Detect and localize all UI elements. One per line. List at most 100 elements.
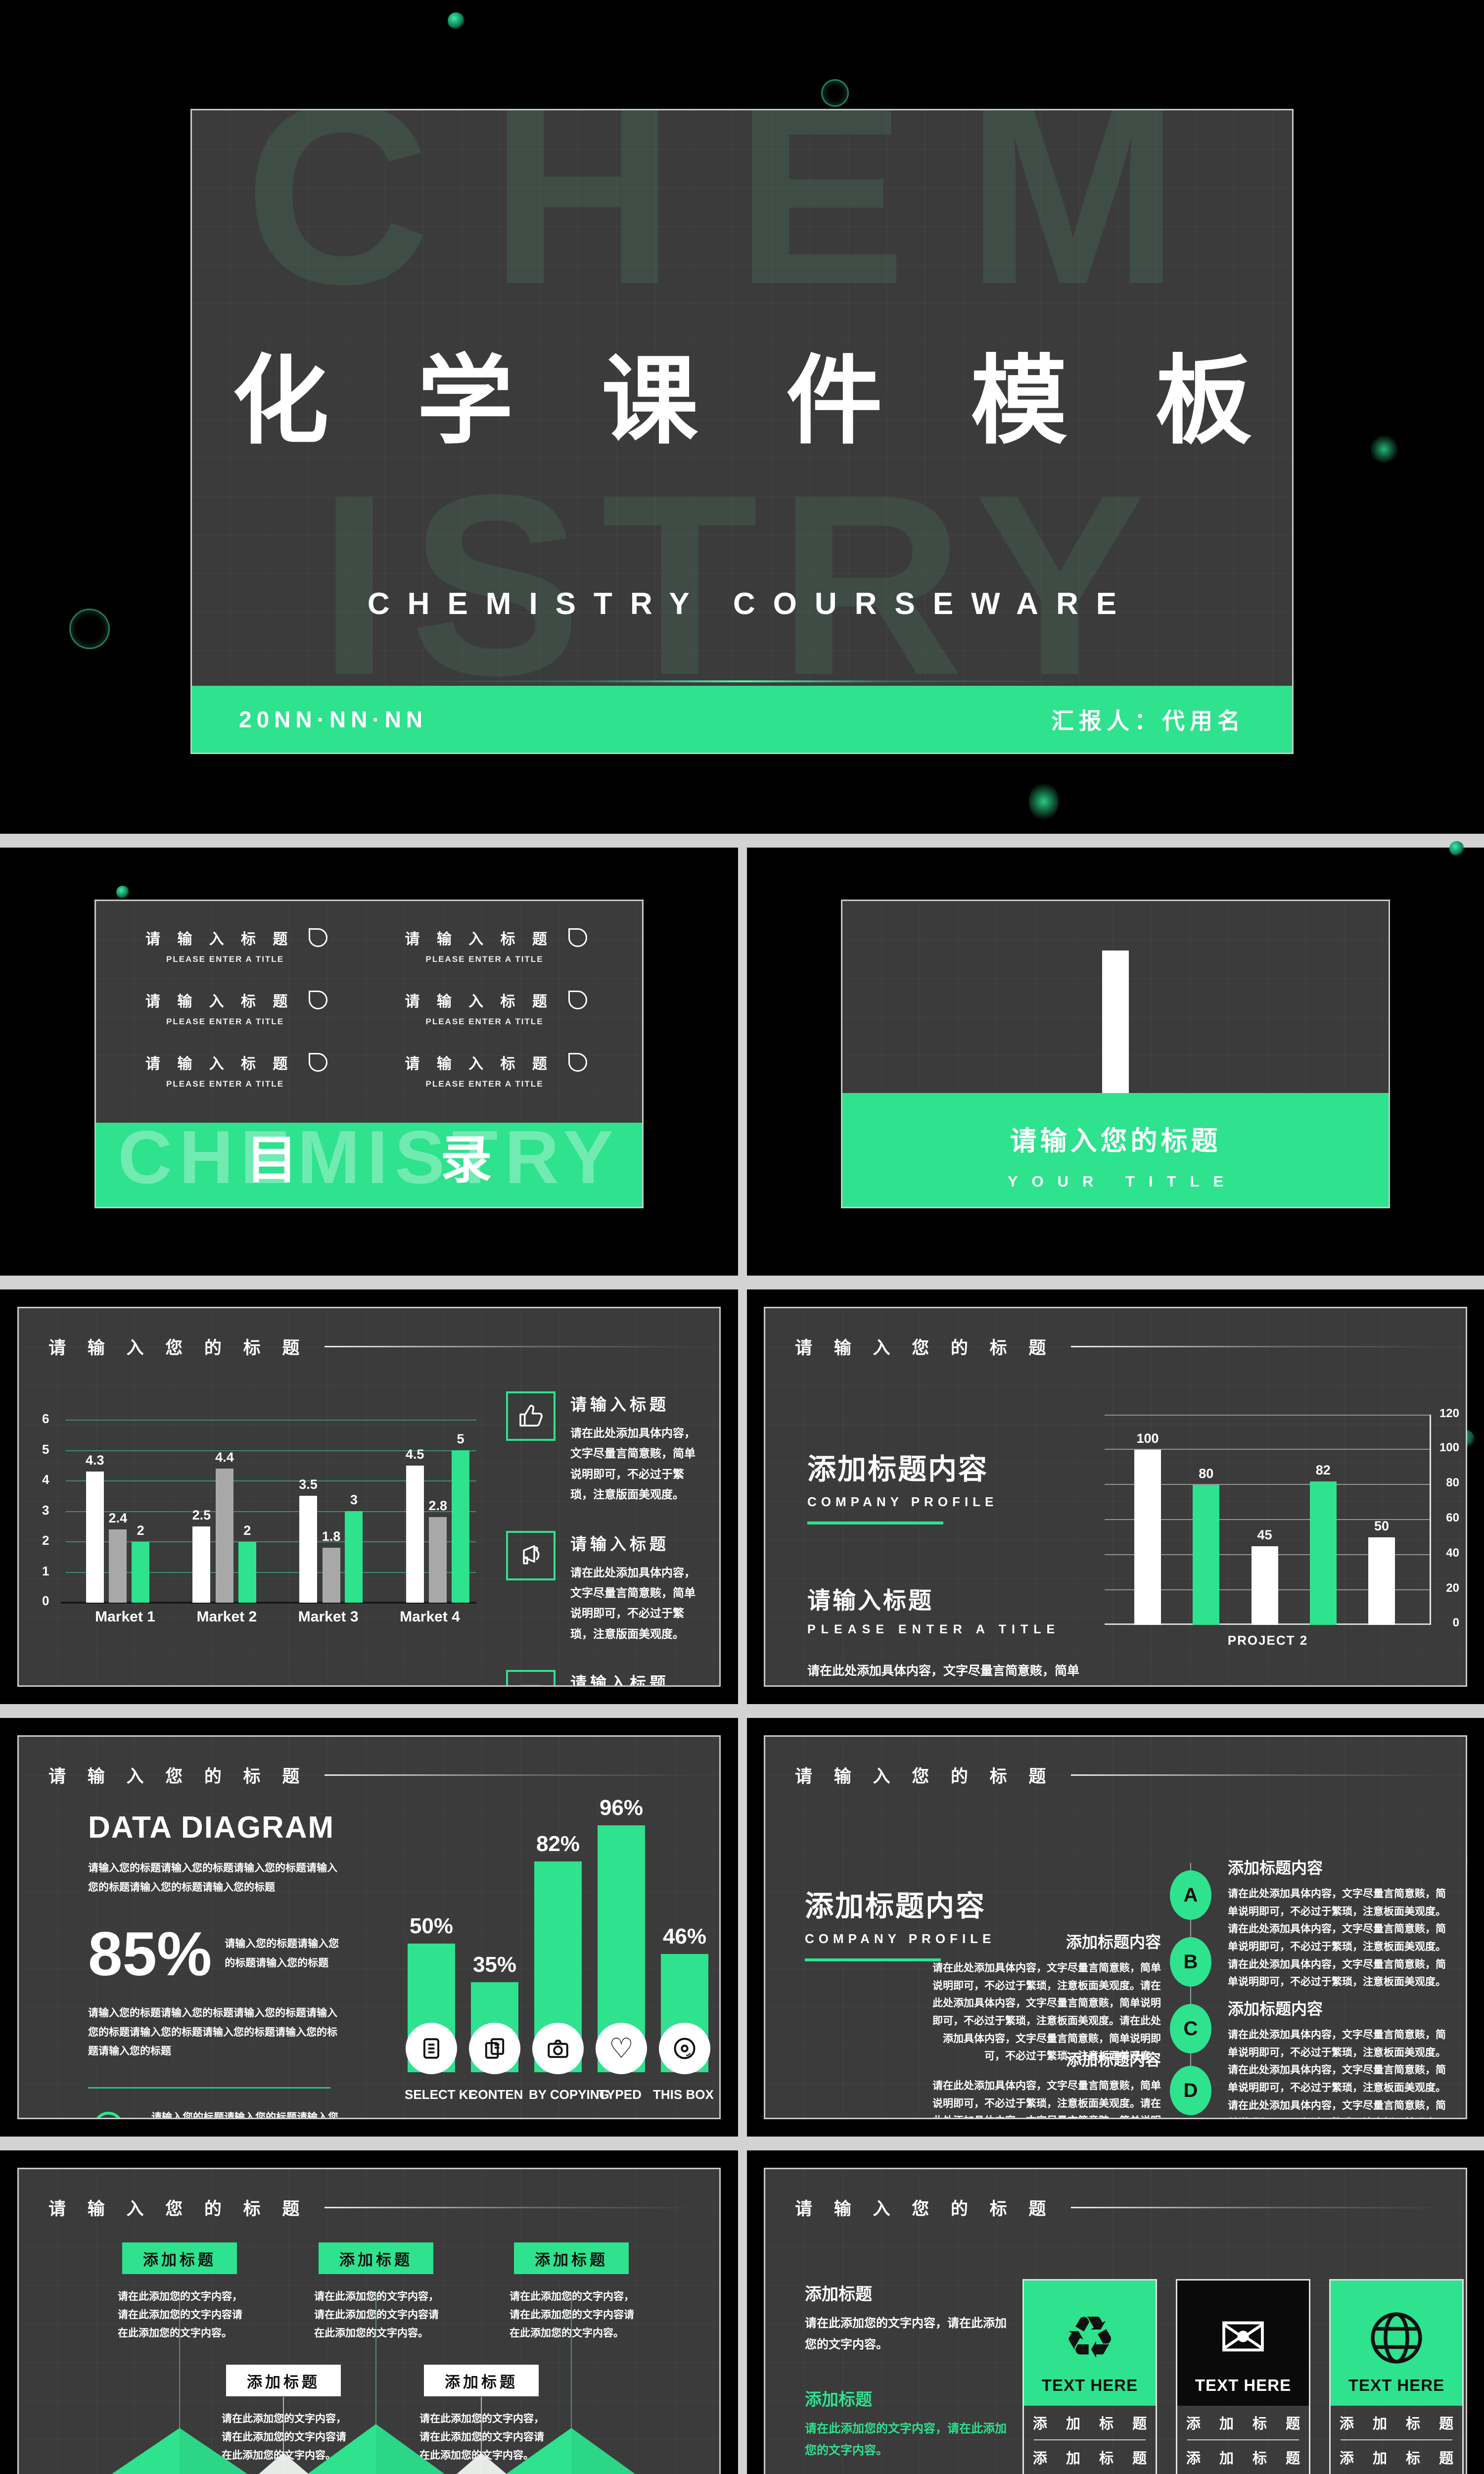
card-label: TEXT HERE xyxy=(1348,2376,1445,2395)
item-body: 请在此处添加具体内容，文字尽量言简意赅，简单说明即可，不必过于繁琐，注意板面美观… xyxy=(932,1962,1161,2062)
item-body: 请在此添加您的文字内容，请在此添加您的文字内容。 xyxy=(805,2422,1007,2457)
slide-section[interactable]: 请输入您的标题 YOUR TITLE xyxy=(841,900,1390,1208)
card-row: 添 加 标 题 xyxy=(1186,2416,1308,2432)
profile-text-block: 添加标题内容 COMPANY PROFILE 请输入标题 PLEASE ENTE… xyxy=(807,1446,1087,1685)
percent-column: 96% ♡ xyxy=(595,1795,648,2074)
bar-value: 4.5 xyxy=(405,1446,424,1462)
percent-label: 96% xyxy=(599,1795,644,1820)
category-label: Market 2 xyxy=(196,1609,257,1625)
accent-divider xyxy=(88,2087,330,2089)
bar xyxy=(322,1548,340,1603)
heading: 添加标题内容 xyxy=(805,1890,986,1922)
left-item-accent: 添加标题 请在此添加您的文字内容，请在此添加您的文字内容。 xyxy=(805,2386,1008,2461)
bubble-decoration xyxy=(821,79,849,107)
slide-toc[interactable]: 请 输 入 标 题 PLEASE ENTER A TITLE 请 输 入 标 题… xyxy=(94,900,644,1208)
y-tick: 120 xyxy=(1439,1407,1459,1420)
gridline xyxy=(66,1511,476,1512)
bar xyxy=(238,1541,256,1603)
cover-subtitle: CHEMISTRY COURSEWARE xyxy=(367,587,1135,621)
bar xyxy=(406,1944,457,2074)
item-title: 添加标题内容 xyxy=(1066,1933,1161,1951)
chart-plot: 0 1 2 3 4 5 6 4.3 2.4 2 2.5 4.4 2 3.5 xyxy=(42,1411,476,1608)
bar xyxy=(469,1982,520,2074)
percent-bars: 50% 35% 82% xyxy=(405,1795,711,2074)
slide-cover[interactable]: CHEM ISTRY 化 学 课 件 模 板 CHEMISTRY COURSEW… xyxy=(190,109,1294,754)
abcd-item: 添加标题内容 请在此处添加具体内容，文字尽量言简意赅，简单说明即可，不必过于繁琐… xyxy=(928,1930,1161,2065)
bar-group: 4.3 2.4 2 xyxy=(86,1453,150,1603)
toc-item-subtitle: PLEASE ENTER A TITLE xyxy=(166,1079,284,1089)
y-tick: 40 xyxy=(1446,1546,1459,1560)
toc-item: 请 输 入 标 题 PLEASE ENTER A TITLE xyxy=(405,927,620,964)
feature-title: 请输入标题 xyxy=(570,1674,669,1687)
heading-sub: COMPANY PROFILE xyxy=(805,1931,996,1946)
toc-item-subtitle: PLEASE ENTER A TITLE xyxy=(425,1079,544,1089)
abcd-item: 添加标题内容 请在此处添加具体内容，文字尽量言简意赅，简单说明即可，不必过于繁琐… xyxy=(1228,1997,1453,2118)
feature-item: 请输入标题 请在此处添加具体内容，文字尽量言简意赅，简单说明即可，不必过于繁琐，… xyxy=(506,1391,704,1505)
slide-company-profile-chart[interactable]: 请 输 入 您 的 标 题 添加标题内容 COMPANY PROFILE 请输入… xyxy=(764,1307,1467,1687)
y-tick: 3 xyxy=(42,1503,49,1518)
card-row: 添 加 标 题 xyxy=(1032,2416,1155,2432)
category-label: THIS BOX xyxy=(653,2087,714,2102)
bar xyxy=(406,1465,424,1603)
bar-group: 2.5 4.4 2 xyxy=(192,1450,256,1603)
slide-header-title: 请 输 入 您 的 标 题 xyxy=(48,2199,308,2219)
slide-abcd-list[interactable]: 请 输 入 您 的 标 题 添加标题内容 COMPANY PROFILE A B… xyxy=(764,1735,1467,2119)
slide-header-title: 请 输 入 您 的 标 题 xyxy=(795,1767,1055,1786)
heading: 添加标题内容 xyxy=(807,1453,989,1485)
label-body: 请在此添加您的文字内容，请在此添加您的文字内容请在此添加您的文字内容。 xyxy=(314,2291,439,2339)
camera-icon xyxy=(532,2023,584,2074)
slide-market-chart[interactable]: 请 输 入 您 的 标 题 0 1 2 3 4 5 6 4.3 2.4 2 xyxy=(17,1307,721,1687)
gridline xyxy=(1105,1484,1430,1485)
thumbs-up-icon xyxy=(506,1391,556,1441)
y-tick: 60 xyxy=(1446,1511,1459,1524)
connector-line xyxy=(571,2293,572,2474)
slide-mountains[interactable]: 请 输 入 您 的 标 题 添加标题 添加标题 添加标题 请在此添加您的文字内容… xyxy=(17,2168,721,2474)
accent-underline xyxy=(805,1958,941,1961)
abcd-heading-block: 添加标题内容 COMPANY PROFILE xyxy=(805,1883,1018,1961)
bar-value: 2 xyxy=(243,1522,251,1538)
item-title: 添加标题内容 xyxy=(1066,2051,1161,2069)
toc-item-title: 请 输 入 标 题 xyxy=(405,1056,554,1072)
bar-value: 82 xyxy=(1315,1462,1331,1477)
card-row: 添 加 标 题 xyxy=(1339,2416,1461,2432)
cover-watermark-top: CHEM xyxy=(244,109,1240,338)
y-tick: 0 xyxy=(1452,1616,1459,1629)
card-top: ✉ TEXT HERE xyxy=(1177,2281,1309,2406)
slide-header-title: 请 输 入 您 的 标 题 xyxy=(795,1338,1055,1358)
y-tick: 5 xyxy=(42,1442,49,1457)
bar xyxy=(1193,1484,1220,1625)
item-body: 请在此处添加具体内容，文字尽量言简意赅，简单说明即可，不必过于繁琐，注意板面美观… xyxy=(1228,1888,1446,1988)
envelope-icon: ✉ xyxy=(1218,2305,1268,2371)
toc-item: 请 输 入 标 题 PLEASE ENTER A TITLE xyxy=(405,1051,620,1089)
abcd-node: A xyxy=(1170,1870,1211,1920)
bar-value: 2.5 xyxy=(192,1507,211,1522)
abcd-node: D xyxy=(1170,2066,1211,2115)
bar-value: 2.8 xyxy=(428,1498,447,1514)
item-title: 添加标题内容 xyxy=(1228,1859,1323,1877)
slide-header: 请 输 入 您 的 标 题 xyxy=(48,2195,690,2220)
slide-header: 请 输 入 您 的 标 题 xyxy=(48,1762,690,1788)
data-diagram-title: DATA DIAGRAM xyxy=(88,1810,335,1845)
percent-column: 35% xyxy=(468,1952,521,2074)
connector-line xyxy=(179,2293,180,2474)
section-title: 请输入您的标题 xyxy=(1010,1126,1221,1156)
bar-value: 5 xyxy=(457,1431,464,1446)
slide-cards[interactable]: 请 输 入 您 的 标 题 添加标题 请在此添加您的文字内容，请在此添加您的文字… xyxy=(764,2168,1467,2474)
bar-value: 3.5 xyxy=(299,1477,318,1492)
slide-header-title: 请 输 入 您 的 标 题 xyxy=(48,1767,308,1786)
toc-item: 请 输 入 标 题 PLEASE ENTER A TITLE xyxy=(145,989,361,1027)
bar-value: 100 xyxy=(1136,1430,1159,1446)
cards-left-items: 添加标题 请在此添加您的文字内容，请在此添加您的文字内容。 添加标题 请在此添加… xyxy=(805,2281,1008,2474)
slide-data-diagram[interactable]: 请 输 入 您 的 标 题 DATA DIAGRAM 请输入您的标题请输入您的标… xyxy=(17,1735,721,2119)
intro-text: 请输入您的标题请输入您的标题请输入您的标题请输入您的标题请输入您的标题请输入您的… xyxy=(88,1862,337,1893)
item-body: 请在此添加您的文字内容，请在此添加您的文字内容。 xyxy=(805,2317,1007,2352)
toc-item-subtitle: PLEASE ENTER A TITLE xyxy=(425,1017,544,1026)
droplet-icon xyxy=(568,991,587,1009)
paragraph: 请输入您的标题请输入您的标题请输入您的标题请输入您的标题请输入您的标题请输入您的… xyxy=(88,2007,337,2057)
info-card: ✉ TEXT HERE 添 加 标 题 添 加 标 题 添 加 标 题 xyxy=(1176,2279,1310,2474)
label-body: 请在此添加您的文字内容，请在此添加您的文字内容请在此添加您的文字内容。 xyxy=(419,2413,544,2461)
percent-label: 35% xyxy=(472,1952,517,1977)
slide-header-title: 请 输 入 您 的 标 题 xyxy=(48,1338,308,1358)
bubble-decoration xyxy=(1370,435,1398,463)
card-divider xyxy=(1034,2439,1146,2440)
